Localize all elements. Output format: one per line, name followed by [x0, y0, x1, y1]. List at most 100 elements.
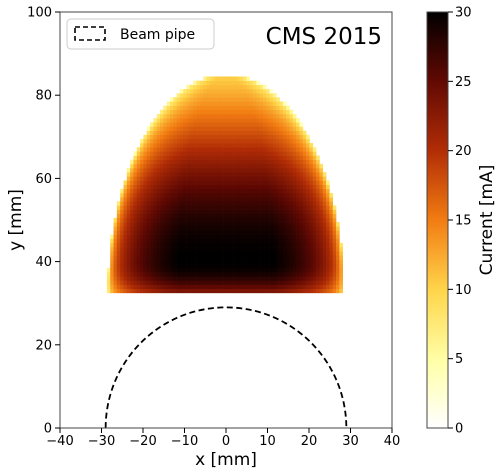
heatmap-cell: [223, 168, 227, 173]
heatmap-cell: [229, 151, 234, 156]
heatmap-cell: [146, 172, 151, 177]
heatmap-cell: [193, 80, 197, 86]
heatmap-cell: [269, 155, 274, 161]
heatmap-cell: [282, 147, 287, 152]
heatmap-cell: [199, 272, 204, 277]
heatmap-cell: [209, 80, 214, 86]
heatmap-cell: [120, 280, 124, 285]
heatmap-cell: [252, 226, 257, 231]
heatmap-cell: [156, 197, 161, 202]
heatmap-cell: [236, 172, 241, 177]
heatmap-cell: [262, 130, 267, 136]
heatmap-cell: [143, 172, 148, 177]
heatmap-cell: [243, 130, 247, 136]
heatmap-cell: [226, 251, 231, 256]
heatmap-cell: [143, 251, 148, 256]
heatmap-cell: [272, 118, 277, 123]
heatmap-cell: [186, 242, 191, 248]
heatmap-cell: [286, 263, 290, 269]
heatmap-cell: [186, 272, 191, 277]
heatmap-cell: [233, 93, 237, 98]
heatmap-cell: [309, 168, 314, 173]
heatmap-cell: [219, 263, 224, 269]
heatmap-cell: [316, 180, 320, 185]
heatmap-cell: [243, 122, 247, 127]
heatmap-cell: [126, 226, 131, 231]
heatmap-cell: [332, 251, 337, 256]
heatmap-cell: [335, 272, 340, 277]
heatmap-cell: [133, 192, 138, 198]
heatmap-cell: [169, 276, 174, 281]
heatmap-cell: [199, 184, 204, 190]
heatmap-cell: [252, 163, 257, 169]
heatmap-cell: [123, 226, 128, 231]
heatmap-cell: [146, 222, 151, 227]
heatmap-cell: [189, 105, 194, 111]
heatmap-cell: [322, 280, 327, 285]
heatmap-cell: [206, 247, 211, 252]
heatmap-cell: [160, 143, 164, 148]
heatmap-cell: [256, 213, 260, 219]
heatmap-cell: [213, 80, 217, 86]
heatmap-cell: [199, 230, 204, 235]
heatmap-cell: [146, 184, 151, 190]
heatmap-cell: [259, 163, 264, 169]
heatmap-cell: [196, 226, 201, 231]
heatmap-cell: [203, 242, 207, 248]
heatmap-cell: [179, 113, 184, 119]
heatmap-cell: [153, 172, 158, 177]
heatmap-cell: [196, 242, 201, 248]
heatmap-cell: [312, 230, 317, 235]
heatmap-cell: [256, 126, 260, 131]
heatmap-cell: [269, 130, 274, 136]
heatmap-cell: [329, 263, 334, 269]
heatmap-cell: [223, 184, 227, 190]
heatmap-cell: [120, 192, 124, 198]
heatmap-cell: [213, 118, 217, 123]
heatmap-cell: [196, 105, 201, 111]
heatmap-cell: [166, 234, 171, 240]
heatmap-cell: [239, 205, 244, 210]
heatmap-cell: [286, 247, 290, 252]
heatmap-cell: [229, 172, 234, 177]
heatmap-cell: [130, 284, 134, 289]
heatmap-cell: [183, 288, 187, 294]
heatmap-cell: [266, 168, 270, 173]
heatmap-cell: [329, 213, 334, 219]
heatmap-cell: [249, 180, 254, 185]
heatmap-cell: [246, 172, 251, 177]
heatmap-cell: [252, 88, 257, 94]
heatmap-cell: [213, 122, 217, 127]
heatmap-cell: [216, 267, 221, 273]
heatmap-cell: [249, 242, 254, 248]
heatmap-cell: [299, 122, 304, 127]
heatmap-cell: [262, 109, 267, 115]
heatmap-cell: [150, 192, 154, 198]
heatmap-cell: [203, 126, 207, 131]
heatmap-cell: [233, 130, 237, 136]
heatmap-cell: [332, 234, 337, 240]
heatmap-cell: [319, 168, 324, 173]
heatmap-cell: [150, 288, 154, 294]
heatmap-cell: [279, 130, 284, 136]
heatmap-cell: [332, 288, 337, 294]
heatmap-cell: [113, 280, 118, 285]
heatmap-cell: [213, 101, 217, 106]
x-tick-label: 0: [222, 434, 230, 449]
heatmap-cell: [259, 280, 264, 285]
heatmap-cell: [209, 147, 214, 152]
heatmap-cell: [249, 255, 254, 260]
heatmap-cell: [146, 155, 151, 161]
heatmap-cell: [243, 201, 247, 206]
heatmap-cell: [246, 213, 251, 219]
heatmap-cell: [226, 155, 231, 161]
heatmap-cell: [252, 93, 257, 98]
heatmap-cell: [146, 143, 151, 148]
heatmap-cell: [322, 251, 327, 256]
heatmap-cell: [126, 222, 131, 227]
heatmap-cell: [292, 159, 297, 165]
heatmap-cell: [219, 130, 224, 136]
heatmap-cell: [150, 259, 154, 265]
heatmap-cell: [252, 134, 257, 140]
y-tick-label: 100: [27, 6, 52, 21]
